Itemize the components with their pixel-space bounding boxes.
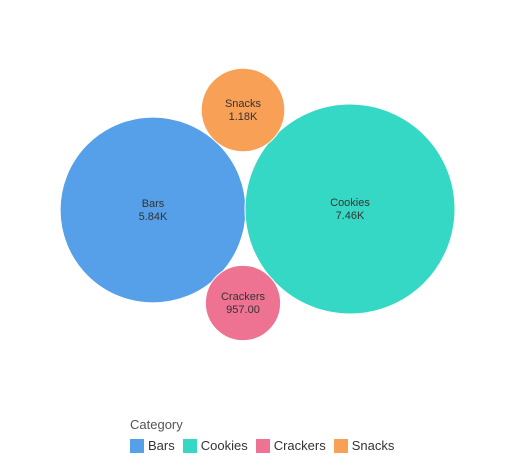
legend-items: Bars Cookies Crackers Snacks <box>130 438 394 453</box>
bubble-name-cookies: Cookies <box>330 197 370 209</box>
legend: Category Bars Cookies Crackers Snacks <box>130 417 394 453</box>
bubble-crackers[interactable] <box>204 264 282 342</box>
legend-label-snacks: Snacks <box>351 438 395 453</box>
legend-label-crackers: Crackers <box>273 438 326 453</box>
legend-item-snacks[interactable]: Snacks <box>333 438 395 453</box>
legend-label-cookies: Cookies <box>200 438 248 453</box>
bubble-name-crackers: Crackers <box>221 291 266 303</box>
legend-swatch-crackers <box>255 438 270 453</box>
legend-swatch-snacks <box>333 438 348 453</box>
bubble-value-bars: 5.84K <box>139 211 168 223</box>
legend-item-crackers[interactable]: Crackers <box>255 438 326 453</box>
legend-label-bars: Bars <box>148 438 175 453</box>
bubble-snacks[interactable] <box>200 67 286 153</box>
legend-item-bars[interactable]: Bars <box>130 438 175 453</box>
legend-item-cookies[interactable]: Cookies <box>182 438 248 453</box>
bubble-value-cookies: 7.46K <box>336 210 365 222</box>
legend-swatch-bars <box>130 438 144 453</box>
bubble-value-snacks: 1.18K <box>229 111 258 123</box>
legend-title: Category <box>130 417 183 432</box>
bubble-name-snacks: Snacks <box>225 98 262 110</box>
bubble-value-crackers: 957.00 <box>226 304 260 316</box>
legend-swatch-cookies <box>182 438 197 453</box>
bubble-name-bars: Bars <box>142 198 165 210</box>
bubble-cookies[interactable] <box>244 103 456 315</box>
